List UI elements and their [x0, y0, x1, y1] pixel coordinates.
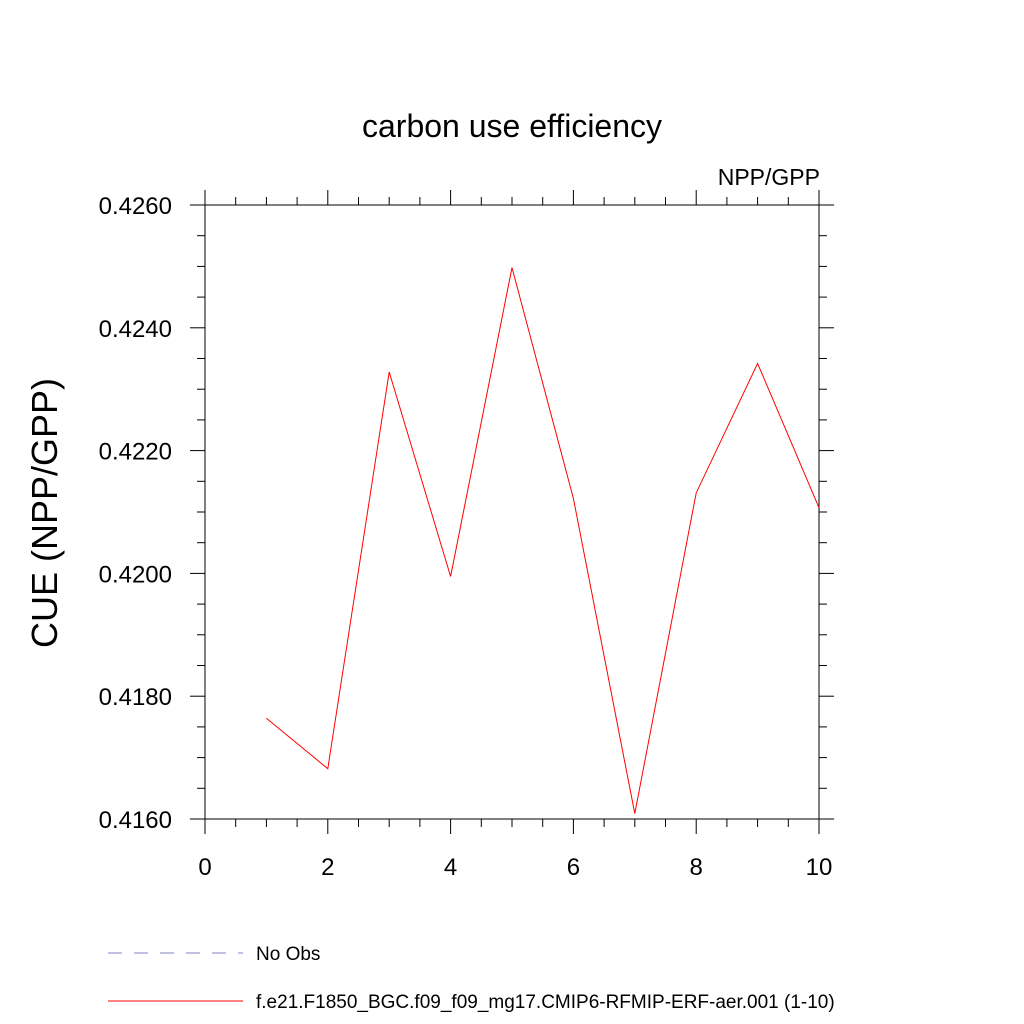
- y-axis-label: CUE (NPP/GPP): [24, 378, 65, 648]
- legend-label-1: f.e21.F1850_BGC.f09_f09_mg17.CMIP6-RFMIP…: [256, 992, 835, 1013]
- x-tick-label: 10: [806, 854, 833, 881]
- x-tick-label: 4: [444, 854, 457, 881]
- x-tick-label: 8: [690, 854, 703, 881]
- y-tick-label: 0.4260: [99, 193, 172, 220]
- y-tick-label: 0.4160: [99, 807, 172, 834]
- y-tick-label: 0.4180: [99, 684, 172, 711]
- y-tick-label: 0.4240: [99, 316, 172, 343]
- legend-label-0: No Obs: [256, 944, 320, 965]
- y-tick-label: 0.4220: [99, 439, 172, 466]
- x-tick-label: 0: [198, 854, 211, 881]
- x-tick-label: 2: [321, 854, 334, 881]
- chart-subtitle: NPP/GPP: [718, 164, 820, 190]
- y-tick-label: 0.4200: [99, 561, 172, 588]
- axes: 0 2 4 6 8 10 0.4160 0.4180 0.4200 0.4220 0.4240 0.4…: [99, 190, 834, 881]
- series-lines: [266, 267, 820, 814]
- legend: No Obs f.e21.F1850_BGC.f09_f09_mg17.CMIP6…: [108, 944, 835, 1013]
- series-line-0: [266, 267, 820, 814]
- chart-title: carbon use efficiency: [362, 108, 662, 144]
- x-tick-label: 6: [567, 854, 580, 881]
